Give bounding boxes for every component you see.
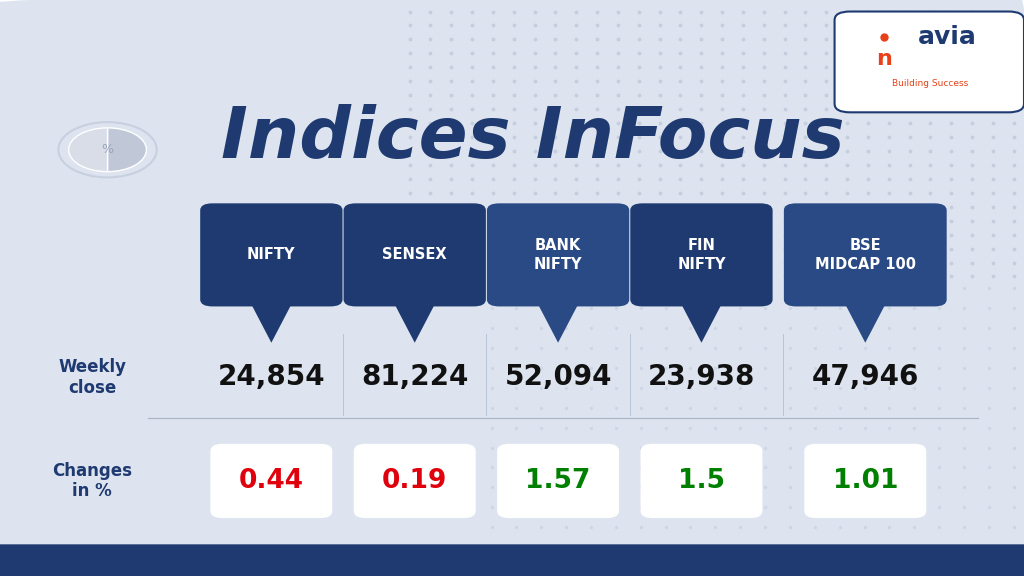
Text: SENSEX: SENSEX (382, 247, 447, 263)
FancyBboxPatch shape (631, 203, 773, 306)
Text: 0.19: 0.19 (382, 468, 447, 494)
FancyBboxPatch shape (784, 203, 946, 306)
Text: 1.57: 1.57 (525, 468, 591, 494)
Text: Weekly
close: Weekly close (58, 358, 126, 397)
Text: BANK
NIFTY: BANK NIFTY (534, 238, 583, 272)
Text: 52,094: 52,094 (505, 363, 611, 391)
Polygon shape (843, 300, 888, 343)
Text: 23,938: 23,938 (648, 363, 755, 391)
FancyBboxPatch shape (211, 444, 332, 518)
Text: Indices InFocus: Indices InFocus (220, 104, 845, 173)
Text: BSE
MIDCAP 100: BSE MIDCAP 100 (815, 238, 915, 272)
Polygon shape (392, 300, 437, 343)
Text: 47,946: 47,946 (812, 363, 919, 391)
Text: Changes
in %: Changes in % (52, 461, 132, 501)
Polygon shape (679, 300, 724, 343)
Text: 1.01: 1.01 (833, 468, 898, 494)
FancyBboxPatch shape (0, 544, 1024, 576)
Text: NIFTY: NIFTY (247, 247, 296, 263)
Text: 81,224: 81,224 (361, 363, 468, 391)
Text: %: % (101, 143, 114, 156)
Text: n: n (876, 49, 892, 69)
Wedge shape (108, 128, 146, 172)
Wedge shape (69, 128, 108, 172)
Text: avia: avia (918, 25, 977, 50)
FancyBboxPatch shape (805, 444, 926, 518)
FancyBboxPatch shape (344, 203, 486, 306)
Polygon shape (249, 300, 294, 343)
Text: FIN
NIFTY: FIN NIFTY (677, 238, 726, 272)
FancyBboxPatch shape (201, 203, 342, 306)
Polygon shape (536, 300, 581, 343)
Text: Building Success: Building Success (892, 79, 968, 88)
FancyBboxPatch shape (354, 444, 475, 518)
FancyBboxPatch shape (835, 12, 1024, 112)
FancyBboxPatch shape (487, 203, 629, 306)
Text: 1.5: 1.5 (678, 468, 725, 494)
FancyBboxPatch shape (498, 444, 618, 518)
Text: 24,854: 24,854 (217, 363, 326, 391)
FancyBboxPatch shape (641, 444, 762, 518)
Text: 0.44: 0.44 (239, 468, 304, 494)
